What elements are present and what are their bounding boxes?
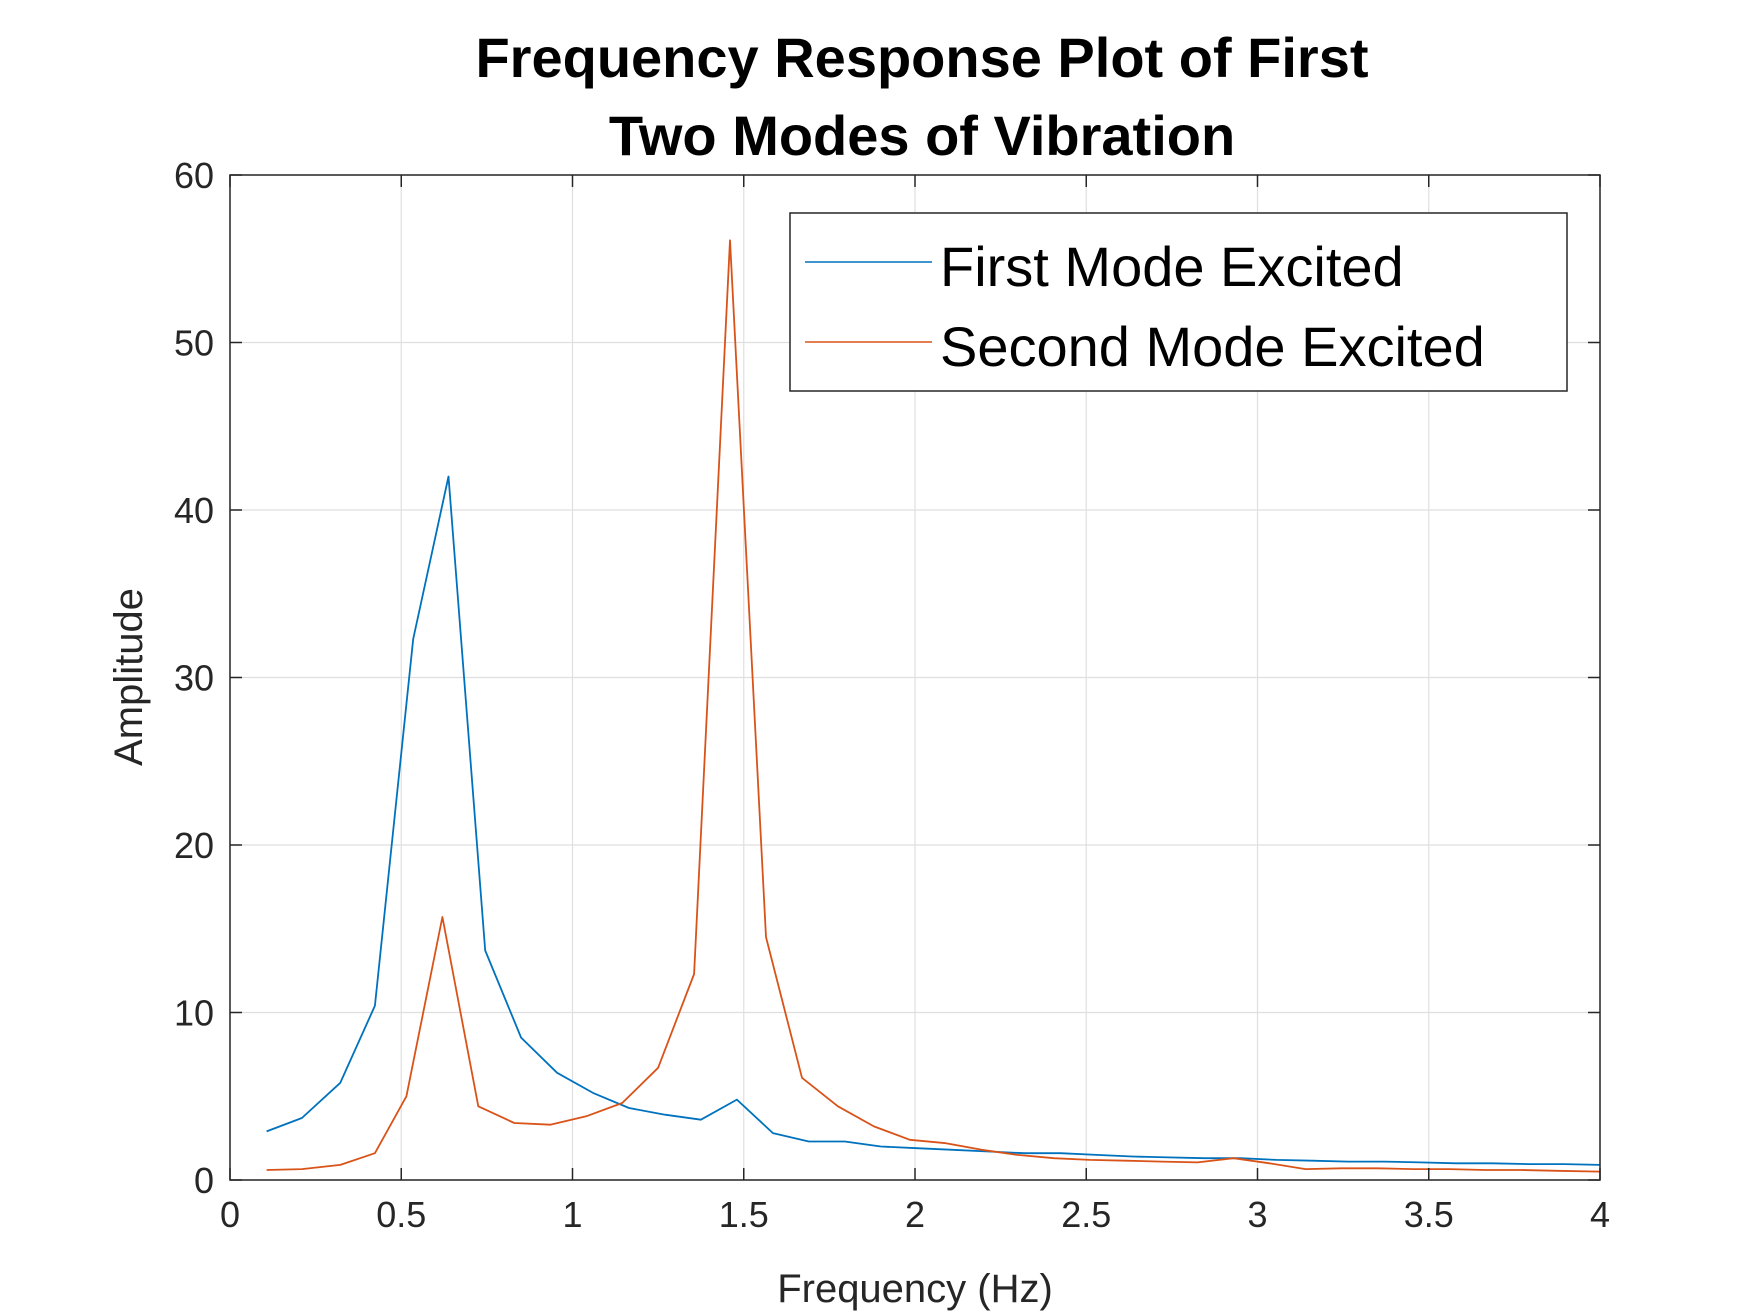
y-tick-label: 60 bbox=[174, 155, 214, 196]
chart-title-line-1: Frequency Response Plot of First bbox=[475, 26, 1368, 89]
x-tick-label: 3 bbox=[1247, 1194, 1267, 1235]
x-tick-label: 4 bbox=[1590, 1194, 1610, 1235]
y-tick-label: 30 bbox=[174, 658, 214, 699]
x-tick-labels: 0 0.5 1 1.5 2 2.5 3 3.5 4 bbox=[220, 1194, 1610, 1235]
series-lines bbox=[266, 239, 1601, 1173]
chart-title: Frequency Response Plot of First Two Mod… bbox=[475, 26, 1368, 167]
x-tick-label: 2 bbox=[905, 1194, 925, 1235]
legend-label-first-mode: First Mode Excited bbox=[940, 235, 1404, 298]
y-tick-label: 20 bbox=[174, 825, 214, 866]
x-tick-label: 3.5 bbox=[1404, 1194, 1454, 1235]
x-tick-label: 2.5 bbox=[1061, 1194, 1111, 1235]
series-line-first-mode bbox=[266, 475, 1601, 1166]
series-line-second-mode bbox=[266, 239, 1601, 1173]
x-tick-label: 0 bbox=[220, 1194, 240, 1235]
y-tick-labels: 0 10 20 30 40 50 60 bbox=[174, 155, 214, 1201]
y-tick-label: 10 bbox=[174, 993, 214, 1034]
y-tick-label: 50 bbox=[174, 323, 214, 364]
chart-title-line-2: Two Modes of Vibration bbox=[609, 104, 1235, 167]
y-tick-label: 0 bbox=[194, 1160, 214, 1201]
legend-label-second-mode: Second Mode Excited bbox=[940, 315, 1485, 378]
x-tick-label: 1.5 bbox=[719, 1194, 769, 1235]
x-tick-label: 0.5 bbox=[376, 1194, 426, 1235]
y-tick-label: 40 bbox=[174, 490, 214, 531]
legend-box bbox=[789, 212, 1568, 392]
legend: First Mode Excited Second Mode Excited bbox=[789, 212, 1568, 392]
axis-ticks bbox=[229, 174, 1601, 1181]
x-tick-label: 1 bbox=[562, 1194, 582, 1235]
y-axis-label: Amplitude bbox=[107, 588, 151, 766]
x-axis-label: Frequency (Hz) bbox=[777, 1267, 1053, 1311]
